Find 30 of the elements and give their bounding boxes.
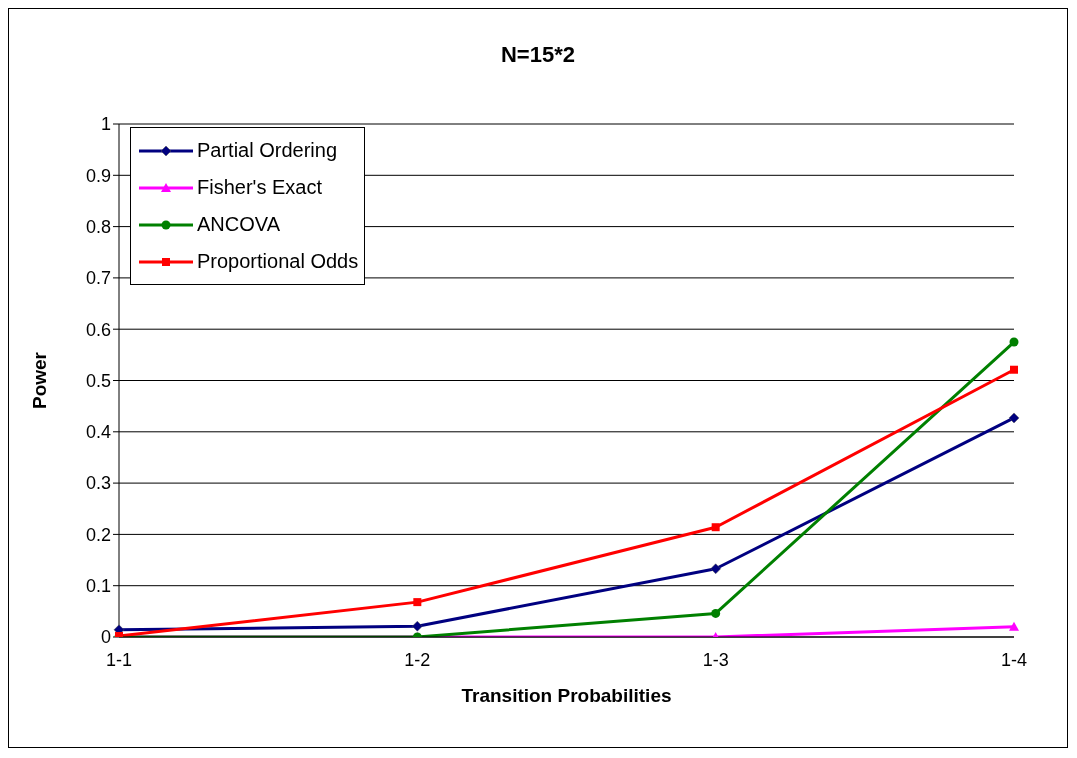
x-tick-label: 1-1 — [105, 649, 133, 670]
point — [413, 598, 422, 607]
point — [711, 608, 721, 618]
legend-label: Partial Ordering — [197, 139, 338, 162]
y-axis-title: Power — [28, 351, 50, 410]
x-tick-label: 1-4 — [1000, 649, 1028, 670]
y-tick-label: 0.3 — [85, 473, 111, 494]
x-axis-title: Transition Probabilities — [461, 685, 672, 706]
legend-label: Proportional Odds — [197, 250, 359, 273]
y-tick-label: 0.1 — [85, 576, 111, 597]
y-tick-label: 0.7 — [85, 268, 111, 289]
point — [710, 563, 721, 575]
x-tick-label: 1-3 — [702, 649, 729, 670]
y-tick-label: 0.2 — [85, 524, 111, 545]
point — [1009, 337, 1019, 347]
chart-title: N=15*2 — [500, 42, 576, 68]
y-tick-label: 0.8 — [85, 216, 111, 237]
y-tick-label: 0.9 — [85, 165, 111, 186]
y-tick-label: 0.4 — [85, 422, 111, 443]
y-tick-label: 0.5 — [85, 370, 111, 391]
point — [1010, 365, 1018, 374]
point — [1008, 412, 1020, 424]
legend-label: Fisher's Exact — [197, 176, 322, 199]
point — [412, 620, 423, 632]
legend-label: ANCOVA — [197, 213, 280, 236]
y-tick-label: 1 — [100, 114, 111, 135]
point — [711, 523, 720, 532]
x-tick-label: 1-2 — [404, 649, 431, 670]
y-tick-label: 0 — [100, 627, 111, 648]
y-tick-label: 0.6 — [85, 319, 111, 340]
